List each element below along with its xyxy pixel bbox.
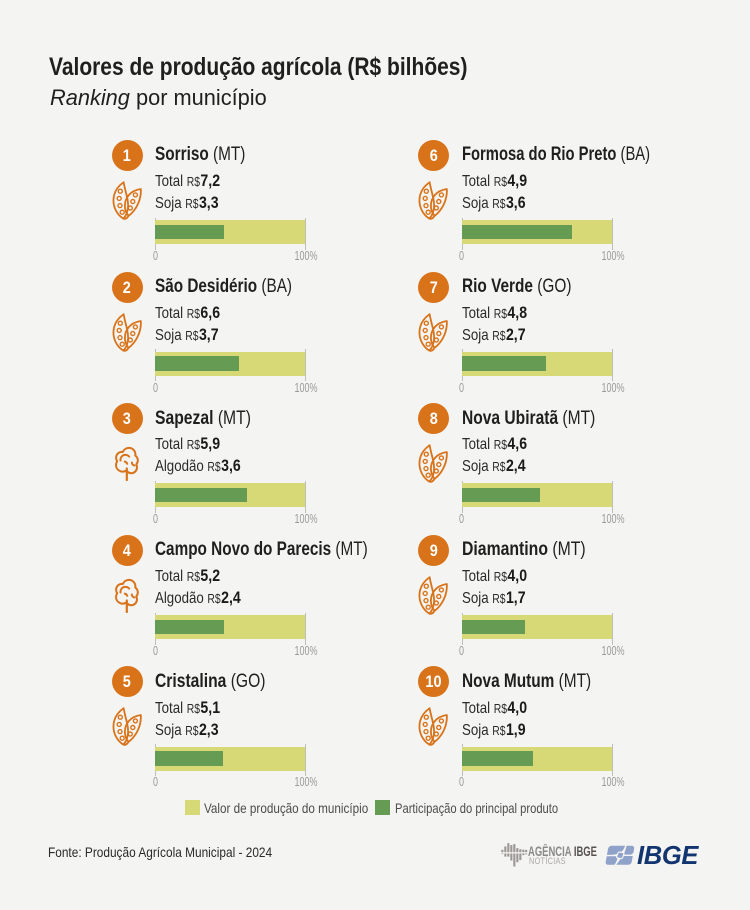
svg-text:IBGE: IBGE (637, 845, 699, 866)
